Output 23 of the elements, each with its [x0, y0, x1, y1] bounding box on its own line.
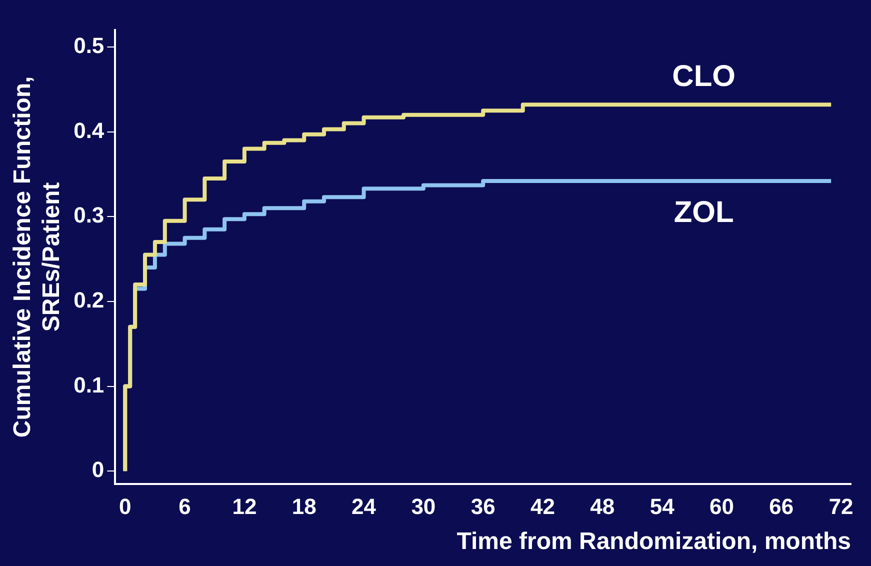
series-label: ZOL [674, 196, 734, 230]
x-tick-label: 66 [769, 494, 794, 520]
x-axis-title: Time from Randomization, months [456, 528, 851, 556]
series-label: CLO [672, 60, 736, 93]
x-tick-label: 18 [292, 494, 316, 520]
y-tick-label: 0.5 [74, 33, 104, 58]
y-tick-label: 0.4 [74, 118, 105, 143]
y-tick-label: 0.3 [74, 202, 104, 228]
x-tick-label: 0 [119, 494, 132, 520]
x-tick-label: 42 [530, 494, 555, 520]
x-tick-label: 36 [470, 494, 496, 520]
y-tick-label: 0.2 [74, 287, 104, 312]
y-tick-label: 0.1 [74, 372, 104, 398]
x-tick-label: 48 [590, 494, 615, 520]
x-tick-label: 24 [352, 494, 377, 520]
y-tick-label: 0 [92, 457, 104, 482]
y-axis-title: Cumulative Incidence Function, SREs/Patient [9, 76, 65, 438]
x-tick-label: 72 [828, 494, 854, 520]
x-tick-label: 30 [411, 494, 436, 520]
x-tick-label: 6 [178, 494, 191, 520]
x-tick-label: 60 [709, 494, 734, 520]
x-tick-label: 12 [232, 494, 257, 520]
x-tick-label: 54 [650, 494, 676, 520]
